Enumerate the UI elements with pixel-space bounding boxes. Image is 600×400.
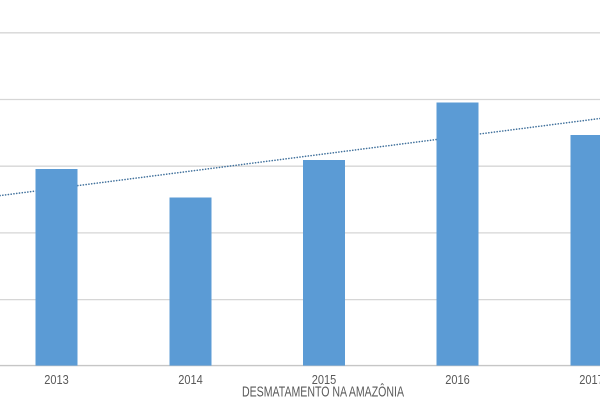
svg-text:2013: 2013 — [44, 372, 69, 387]
svg-text:2016: 2016 — [445, 372, 470, 387]
svg-text:2014: 2014 — [178, 372, 203, 387]
svg-text:2017: 2017 — [579, 372, 600, 387]
svg-text:DESMATAMENTO NA AMAZÔNIA: DESMATAMENTO NA AMAZÔNIA — [242, 384, 404, 400]
svg-text:2015: 2015 — [312, 372, 337, 387]
